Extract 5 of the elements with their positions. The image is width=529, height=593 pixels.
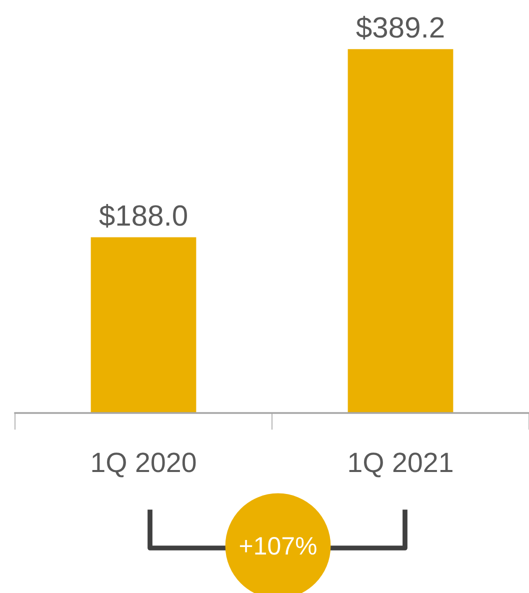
- x-tick-label: 1Q 2020: [92, 452, 196, 478]
- data-label: $188.0: [99, 204, 187, 228]
- data-label: $389.2: [356, 16, 444, 40]
- text: +107%: [240, 537, 316, 555]
- x-tick-label: 1Q 2021: [349, 452, 452, 478]
